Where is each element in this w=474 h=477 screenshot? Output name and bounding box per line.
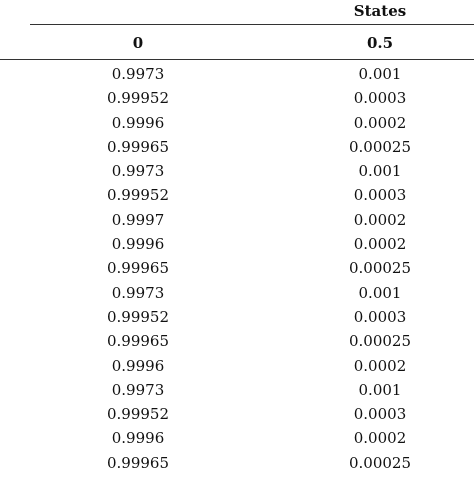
table-cell: 0.001 <box>358 162 402 181</box>
table-row: 0.99965 0.00025 <box>0 331 474 355</box>
table-cell: 0.0002 <box>353 356 407 375</box>
table-cell: 0.9973 <box>111 162 165 181</box>
table-row: 0.9973 0.001 <box>0 64 474 88</box>
table-row: 0.9997 0.0002 <box>0 210 474 234</box>
table-row: 0.9973 0.001 <box>0 380 474 404</box>
table-cell: 0.0002 <box>353 235 407 254</box>
table-cell: 0.99952 <box>106 405 170 424</box>
table-body: 0.9973 0.001 0.99952 0.0003 0.9996 0.0002 0.99… <box>0 64 474 477</box>
table-cell: 0.0003 <box>353 186 407 205</box>
table-cell: 0.9996 <box>111 429 165 448</box>
table-row: 0.99952 0.0003 <box>0 307 474 331</box>
table-cell: 0.99952 <box>106 186 170 205</box>
column-header-rule <box>0 59 474 60</box>
table-cell: 0.99965 <box>106 259 170 278</box>
table-row: 0.9973 0.001 <box>0 283 474 307</box>
group-header-states: States <box>353 2 407 20</box>
table-cell: 0.0002 <box>353 210 407 229</box>
table-cell: 0.001 <box>358 65 402 83</box>
table-row: 0.9996 0.0002 <box>0 113 474 137</box>
table-cell: 0.9973 <box>111 380 165 399</box>
table-cell: 0.99965 <box>106 137 170 156</box>
table-row: 0.99952 0.0003 <box>0 88 474 112</box>
column-header-0: 0 <box>132 34 144 52</box>
table-cell: 0.99965 <box>106 332 170 351</box>
table-row: 0.9973 0.001 <box>0 161 474 185</box>
table-cell: 0.99952 <box>106 89 170 108</box>
table-cell: 0.9996 <box>111 356 165 375</box>
table-cell: 0.9996 <box>111 235 165 254</box>
table-cell: 0.9973 <box>111 65 165 83</box>
table-cell: 0.00025 <box>348 453 412 472</box>
table-cell: 0.99952 <box>106 307 170 326</box>
table-cell: 0.9996 <box>111 113 165 132</box>
table-cell: 0.0003 <box>353 405 407 424</box>
table-cell: 0.0003 <box>353 307 407 326</box>
column-header-1: 0.5 <box>366 34 394 52</box>
table-row: 0.9996 0.0002 <box>0 356 474 380</box>
group-header-row: States <box>0 0 474 24</box>
table-row: 0.99952 0.0003 <box>0 185 474 209</box>
table-cell: 0.001 <box>358 380 402 399</box>
table-row: 0.99965 0.00025 <box>0 137 474 161</box>
table-cell: 0.00025 <box>348 332 412 351</box>
table-row: 0.99965 0.00025 <box>0 453 474 477</box>
table-cell: 0.99965 <box>106 453 170 472</box>
column-header-row: 0 0.5 <box>0 33 474 55</box>
table-row: 0.99952 0.0003 <box>0 404 474 428</box>
table-cell: 0.00025 <box>348 259 412 278</box>
table-cell: 0.0002 <box>353 429 407 448</box>
table-row: 0.99965 0.00025 <box>0 258 474 282</box>
table-row: 0.9996 0.0002 <box>0 234 474 258</box>
table-cell: 0.001 <box>358 283 402 302</box>
table-cell: 0.00025 <box>348 137 412 156</box>
group-header-rule <box>30 24 474 25</box>
table-cell: 0.9997 <box>111 210 165 229</box>
table-row: 0.9996 0.0002 <box>0 428 474 452</box>
table-cell: 0.0002 <box>353 113 407 132</box>
table-cell: 0.0003 <box>353 89 407 108</box>
table-cell: 0.9973 <box>111 283 165 302</box>
